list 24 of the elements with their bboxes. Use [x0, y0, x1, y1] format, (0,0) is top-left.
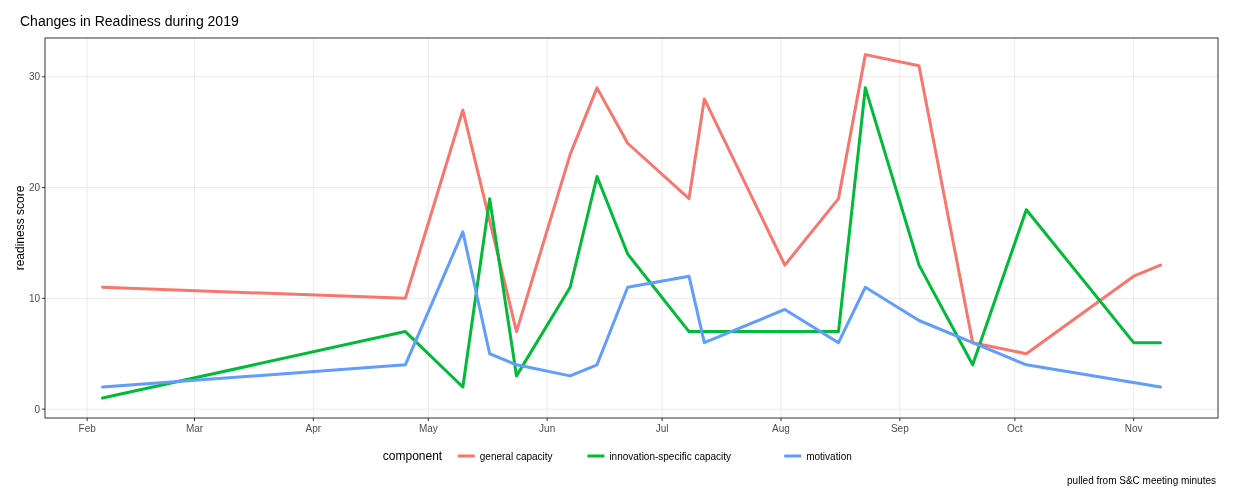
x-tick-label: Oct	[1007, 423, 1023, 434]
x-tick-label: Mar	[185, 423, 204, 434]
x-tick-label: Feb	[78, 423, 97, 434]
y-tick-label: 30	[28, 71, 41, 83]
chart-title: Changes in Readiness during 2019	[20, 13, 239, 29]
x-tick-label: Jul	[655, 423, 669, 434]
x-tick-label: Sep	[890, 423, 910, 434]
line-series	[101, 230, 1162, 389]
x-tick-label: Aug	[772, 423, 790, 434]
legend-label: general capacity	[479, 450, 553, 462]
x-tick-label: May	[418, 423, 438, 434]
y-tick-label: 20	[28, 182, 41, 194]
legend-label: motivation	[806, 450, 852, 462]
x-tick-label: Jun	[539, 423, 556, 434]
line-series	[101, 86, 1162, 400]
x-tick-label: Nov	[1124, 423, 1143, 434]
y-tick-label: 10	[28, 292, 41, 304]
x-tick-label: Apr	[305, 423, 322, 434]
y-axis-title: readiness score	[13, 185, 27, 271]
line-series	[101, 53, 1162, 356]
y-tick-label: 0	[34, 403, 41, 415]
text: pulled from S&C meeting minutes	[1067, 475, 1216, 486]
legend-label: innovation-specific capacity	[609, 450, 732, 462]
legend-title: component	[382, 449, 443, 464]
